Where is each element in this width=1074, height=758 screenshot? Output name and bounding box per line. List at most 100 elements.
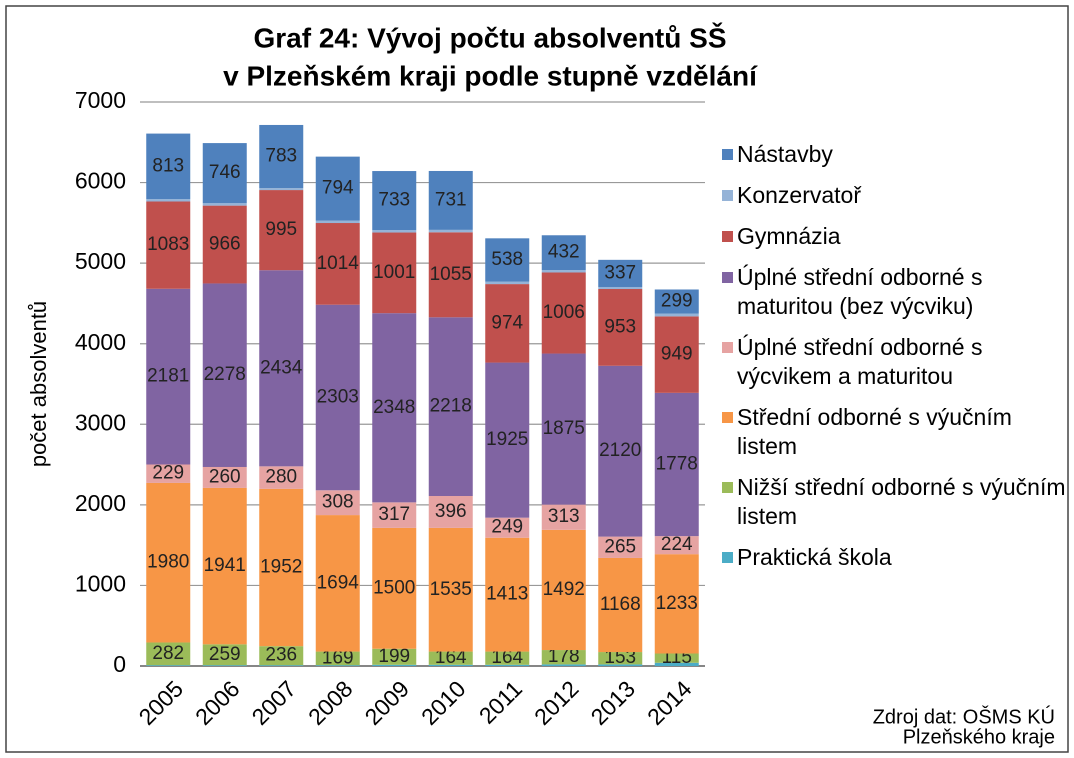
data-label: 1694 <box>317 572 360 593</box>
data-label: 337 <box>604 262 636 283</box>
bar-segment <box>372 648 417 665</box>
x-tick-label: 2005 <box>134 675 189 730</box>
bar-segment <box>654 554 699 654</box>
data-label: 783 <box>265 146 297 167</box>
bar-segment <box>202 205 247 284</box>
x-tick-label: 2008 <box>303 675 358 730</box>
bar-segment <box>654 653 699 663</box>
bar-segment <box>315 220 360 224</box>
data-label: 178 <box>548 646 580 667</box>
bar-segment <box>428 664 473 666</box>
data-label: 974 <box>491 312 523 333</box>
data-label: 1168 <box>600 594 641 615</box>
data-label: 153 <box>604 647 636 668</box>
data-label: 164 <box>491 647 523 668</box>
legend-item: Praktická škola <box>722 543 1067 572</box>
x-tick-label: 2012 <box>529 675 584 730</box>
legend-item: Nástavby <box>722 140 1067 169</box>
bar-segment <box>315 304 360 491</box>
y-axis-label: počet absolventů <box>26 301 51 467</box>
legend-swatch <box>722 342 733 353</box>
legend-label: Nástavby <box>737 141 833 167</box>
bar-segment <box>541 235 586 271</box>
data-label: 1941 <box>204 555 246 576</box>
bar-segment <box>315 651 360 666</box>
bar-segment <box>598 664 643 666</box>
chart-title: Graf 24: Vývoj počtu absolventů SŠ <box>253 21 726 53</box>
bar-segment <box>598 289 643 366</box>
bar-segment <box>485 537 530 652</box>
legend-item: Střední odborné s výučním listem <box>722 403 1067 461</box>
data-label: 966 <box>209 234 241 255</box>
y-tick-label: 2000 <box>75 490 126 516</box>
x-tick-label: 2014 <box>642 675 697 730</box>
data-label: 1413 <box>486 584 528 605</box>
bar-segment <box>541 504 586 530</box>
bar-segment <box>259 188 304 191</box>
bar-segment <box>315 665 360 666</box>
bar-segment <box>598 557 643 653</box>
bar-segment <box>485 651 530 665</box>
bar-segment <box>428 170 473 230</box>
data-label: 1500 <box>373 577 415 598</box>
bar-segment <box>202 143 247 204</box>
bar-segment <box>654 313 699 317</box>
bar-segment <box>372 230 417 233</box>
legend-swatch <box>722 482 733 493</box>
bar-segment <box>146 642 191 666</box>
bar-segment <box>654 536 699 555</box>
data-label: 949 <box>661 344 693 365</box>
bar-segment <box>202 644 247 666</box>
bar-segment <box>598 536 643 558</box>
data-label: 229 <box>152 463 184 484</box>
bar-segment <box>202 665 247 666</box>
bar-segment <box>202 466 247 488</box>
bar-segment <box>315 223 360 305</box>
bar-segment <box>541 664 586 666</box>
bar-segment <box>598 259 643 287</box>
bar-segment <box>541 650 586 665</box>
data-label: 282 <box>152 643 184 664</box>
bar-segment <box>485 238 530 282</box>
y-tick-label: 1000 <box>75 571 126 597</box>
legend-item: Úplné střední odborné s výcvikem a matur… <box>722 333 1067 391</box>
legend-label: Střední odborné s výučním listem <box>737 404 1012 459</box>
bar-segment <box>654 392 699 537</box>
data-label: 308 <box>322 492 354 513</box>
bar-segment <box>428 229 473 233</box>
bar-segment <box>315 515 360 652</box>
data-label: 432 <box>548 242 580 263</box>
data-label: 733 <box>378 190 410 211</box>
y-tick-label: 4000 <box>75 329 126 355</box>
bar-segment <box>654 316 699 393</box>
data-label: 317 <box>378 504 410 525</box>
source: Zdroj dat: OŠMS KÚ <box>873 705 1055 728</box>
data-label: 1980 <box>147 552 189 573</box>
bar-segment <box>541 270 586 273</box>
legend-label: Praktická škola <box>737 544 892 570</box>
data-label: 794 <box>322 178 354 199</box>
data-label: 2120 <box>599 440 641 461</box>
data-label: 538 <box>491 249 523 270</box>
bar-segment <box>428 495 473 528</box>
data-label: 1875 <box>543 418 585 439</box>
legend-swatch <box>722 412 733 423</box>
bar-segment <box>202 487 247 645</box>
bar-segment <box>541 353 586 505</box>
bar-segment <box>654 289 699 314</box>
bar-segment <box>372 664 417 666</box>
data-label: 396 <box>435 501 467 522</box>
data-label: 953 <box>604 316 636 337</box>
legend-label: Gymnázia <box>737 223 841 249</box>
bar-segment <box>485 281 530 285</box>
data-label: 2434 <box>260 357 303 378</box>
data-label: 259 <box>209 644 241 665</box>
bar-segment <box>146 133 191 200</box>
bar-segment <box>259 488 304 647</box>
bar-segment <box>372 502 417 528</box>
bar-segment <box>485 517 530 538</box>
bar-segment <box>598 365 643 537</box>
data-label: 260 <box>209 466 241 487</box>
x-tick-label: 2011 <box>474 675 527 728</box>
